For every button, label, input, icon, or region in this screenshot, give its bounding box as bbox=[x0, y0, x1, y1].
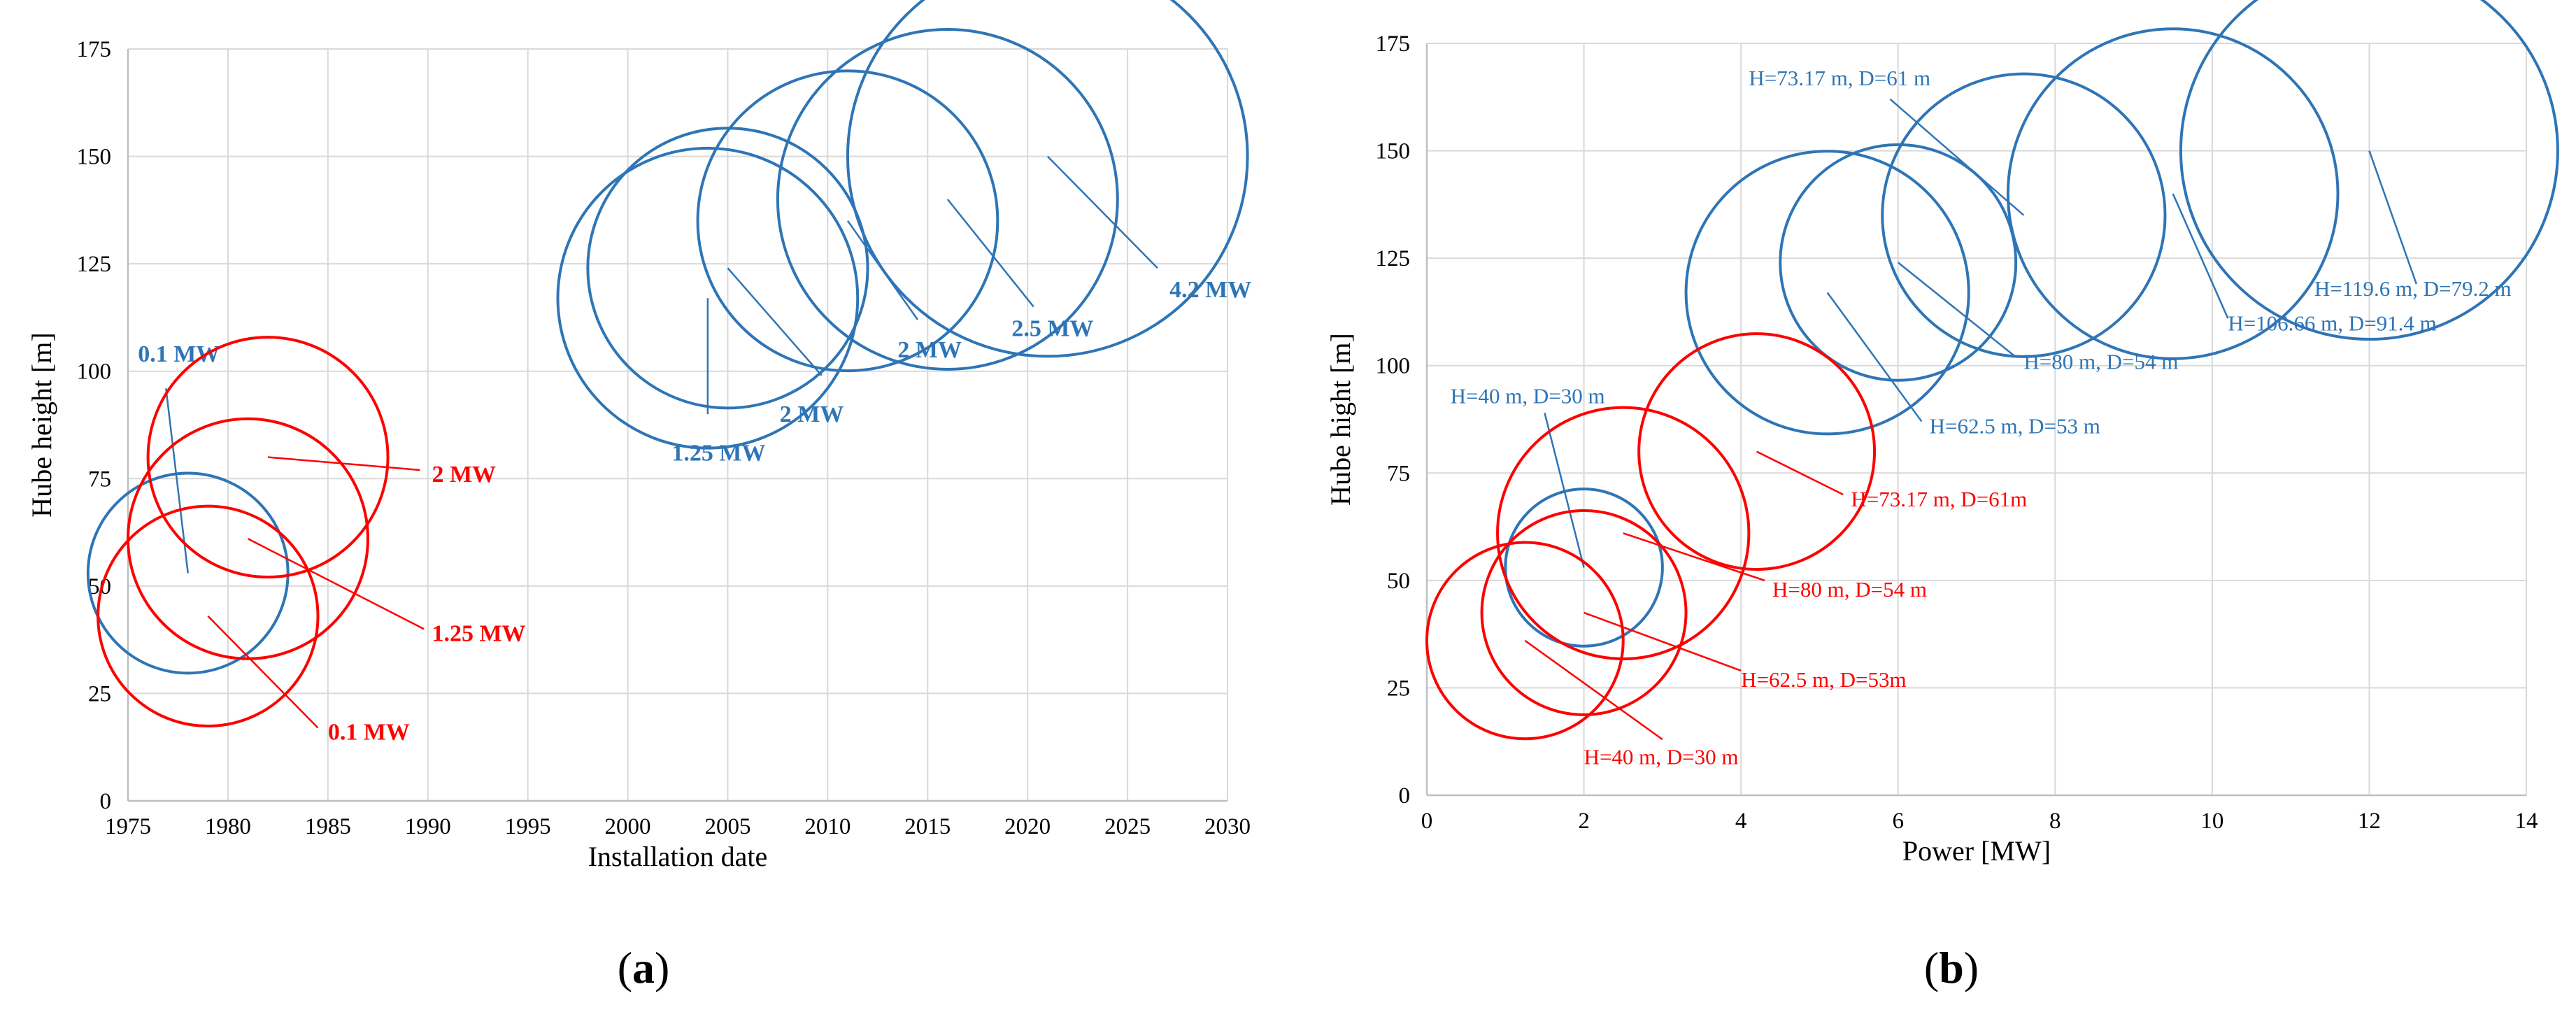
data-label-blue: 2 MW bbox=[897, 337, 962, 363]
leader-line-blue bbox=[2172, 193, 2229, 319]
bubble-blue bbox=[2179, 0, 2559, 341]
leader-line-blue bbox=[946, 199, 1034, 308]
y-tick-label: 175 bbox=[1376, 31, 1411, 57]
leader-line-blue bbox=[1897, 262, 2016, 358]
bubble-blue bbox=[586, 127, 869, 410]
y-tick-label: 125 bbox=[1376, 246, 1411, 271]
x-tick-label: 2020 bbox=[1004, 814, 1051, 839]
y-tick-label: 150 bbox=[77, 145, 112, 170]
y-axis-title: Hube height [m] bbox=[26, 332, 57, 517]
leader-line-red bbox=[267, 456, 420, 471]
leader-line-blue bbox=[1826, 292, 1923, 422]
leader-line-blue bbox=[727, 267, 823, 376]
bubble-blue bbox=[846, 0, 1249, 358]
y-tick-label: 50 bbox=[1387, 569, 1410, 594]
x-tick-label: 12 bbox=[2358, 809, 2381, 834]
y-tick-label: 0 bbox=[1399, 783, 1411, 809]
chart-panel-a: 1975 1980 1985 1990 1995 2000 2005 2010 2015 2020… bbox=[26, 0, 1251, 872]
x-tick-label: 2000 bbox=[605, 814, 651, 839]
x-tick-label: 1985 bbox=[305, 814, 351, 839]
bubble-red bbox=[146, 336, 390, 579]
chart-panel-b: 0 2 4 6 8 10 12 14 0 25 50 75 100 125 150 175 Power [MW]… bbox=[1325, 0, 2559, 867]
panel-label-b-letter: b bbox=[1939, 943, 1964, 993]
bubble-red bbox=[1480, 508, 1688, 716]
y-tick-label: 75 bbox=[1387, 461, 1410, 486]
y-tick-label: 0 bbox=[100, 789, 112, 814]
leader-line-red bbox=[247, 538, 425, 630]
data-label-red: H=40 m, D=30 m bbox=[1584, 745, 1739, 769]
x-tick-label: 4 bbox=[1735, 809, 1747, 834]
x-tick-label: 14 bbox=[2515, 809, 2538, 834]
y-tick-label: 100 bbox=[77, 360, 112, 385]
data-label-red: 1.25 MW bbox=[432, 620, 525, 646]
bubble-red bbox=[1425, 541, 1625, 741]
bubble-red bbox=[97, 504, 320, 728]
y-axis-title: Hube hight [m] bbox=[1325, 333, 1356, 506]
y-tick-label: 175 bbox=[77, 37, 112, 62]
leader-line-blue bbox=[2368, 150, 2417, 285]
y-tick-label: 100 bbox=[1376, 354, 1411, 379]
bubble-red bbox=[127, 417, 369, 660]
bubble-blue bbox=[86, 471, 290, 675]
bubble-red bbox=[1637, 332, 1877, 571]
data-label-red: 0.1 MW bbox=[328, 720, 410, 746]
leader-line-red bbox=[1584, 611, 1742, 672]
bubble-blue bbox=[1881, 72, 2167, 358]
x-tick-label: 2005 bbox=[704, 814, 750, 839]
panel-label-a-letter: a bbox=[632, 943, 655, 993]
data-label-blue: H=106.66 m, D=91.4 m bbox=[2228, 311, 2436, 335]
y-tick-label: 125 bbox=[77, 252, 112, 277]
data-label-red: 2 MW bbox=[432, 462, 496, 488]
data-label-blue: H=62.5 m, D=53 m bbox=[1930, 414, 2100, 439]
x-axis-title: Installation date bbox=[588, 841, 768, 872]
data-label-blue: 2 MW bbox=[780, 401, 844, 427]
x-tick-label: 8 bbox=[2049, 809, 2061, 834]
data-label-blue: 2.5 MW bbox=[1011, 315, 1093, 341]
data-label-red: H=80 m, D=54 m bbox=[1772, 577, 1927, 602]
leader-line-blue bbox=[1046, 155, 1158, 269]
x-tick-label: 2010 bbox=[804, 814, 851, 839]
bubble-blue bbox=[556, 146, 860, 450]
y-tick-label: 25 bbox=[88, 681, 111, 706]
x-tick-label: 2 bbox=[1578, 809, 1590, 834]
y-tick-label: 75 bbox=[88, 467, 111, 492]
bubble-blue bbox=[776, 28, 1119, 371]
leader-line-red bbox=[207, 615, 319, 729]
leader-line-blue bbox=[1889, 98, 2025, 216]
x-tick-label: 2025 bbox=[1104, 814, 1151, 839]
data-label-blue: H=73.17 m, D=61 m bbox=[1749, 66, 1930, 90]
x-tick-label: 1980 bbox=[205, 814, 251, 839]
x-tick-label: 2030 bbox=[1204, 814, 1251, 839]
bubble-blue bbox=[1504, 488, 1664, 648]
bubble-red bbox=[1496, 406, 1751, 660]
y-tick-label: 25 bbox=[1387, 676, 1410, 701]
bubble-blue bbox=[2006, 27, 2340, 360]
x-tick-label: 0 bbox=[1421, 809, 1433, 834]
bubble-blue bbox=[1779, 143, 2018, 382]
data-label-blue: H=40 m, D=30 m bbox=[1451, 384, 1605, 408]
x-tick-label: 1990 bbox=[405, 814, 451, 839]
x-tick-label: 10 bbox=[2200, 809, 2223, 834]
leader-line-red bbox=[1524, 639, 1663, 741]
y-tick-label: 150 bbox=[1376, 139, 1411, 164]
data-label-red: H=73.17 m, D=61m bbox=[1851, 487, 2027, 511]
x-tick-label: 6 bbox=[1892, 809, 1904, 834]
panel-label-b: (b) bbox=[1924, 943, 1979, 993]
x-tick-label: 2015 bbox=[904, 814, 951, 839]
data-label-red: H=62.5 m, D=53m bbox=[1741, 667, 1906, 692]
data-label-blue: 4.2 MW bbox=[1169, 277, 1251, 303]
data-label-blue: H=119.6 m, D=79.2 m bbox=[2314, 276, 2512, 301]
leader-line-blue bbox=[1544, 412, 1585, 568]
x-tick-label: 1995 bbox=[505, 814, 551, 839]
x-tick-label: 1975 bbox=[105, 814, 151, 839]
bubble-blue bbox=[696, 69, 999, 373]
panel-label-a: (a) bbox=[618, 943, 670, 993]
x-axis-title: Power [MW] bbox=[1902, 835, 2051, 867]
bubble-blue bbox=[1684, 150, 1970, 436]
data-label-blue: 1.25 MW bbox=[671, 440, 765, 466]
data-label-blue: H=80 m, D=54 m bbox=[2023, 350, 2178, 374]
leader-line-red bbox=[1623, 532, 1765, 582]
leader-line-red bbox=[1756, 450, 1844, 496]
